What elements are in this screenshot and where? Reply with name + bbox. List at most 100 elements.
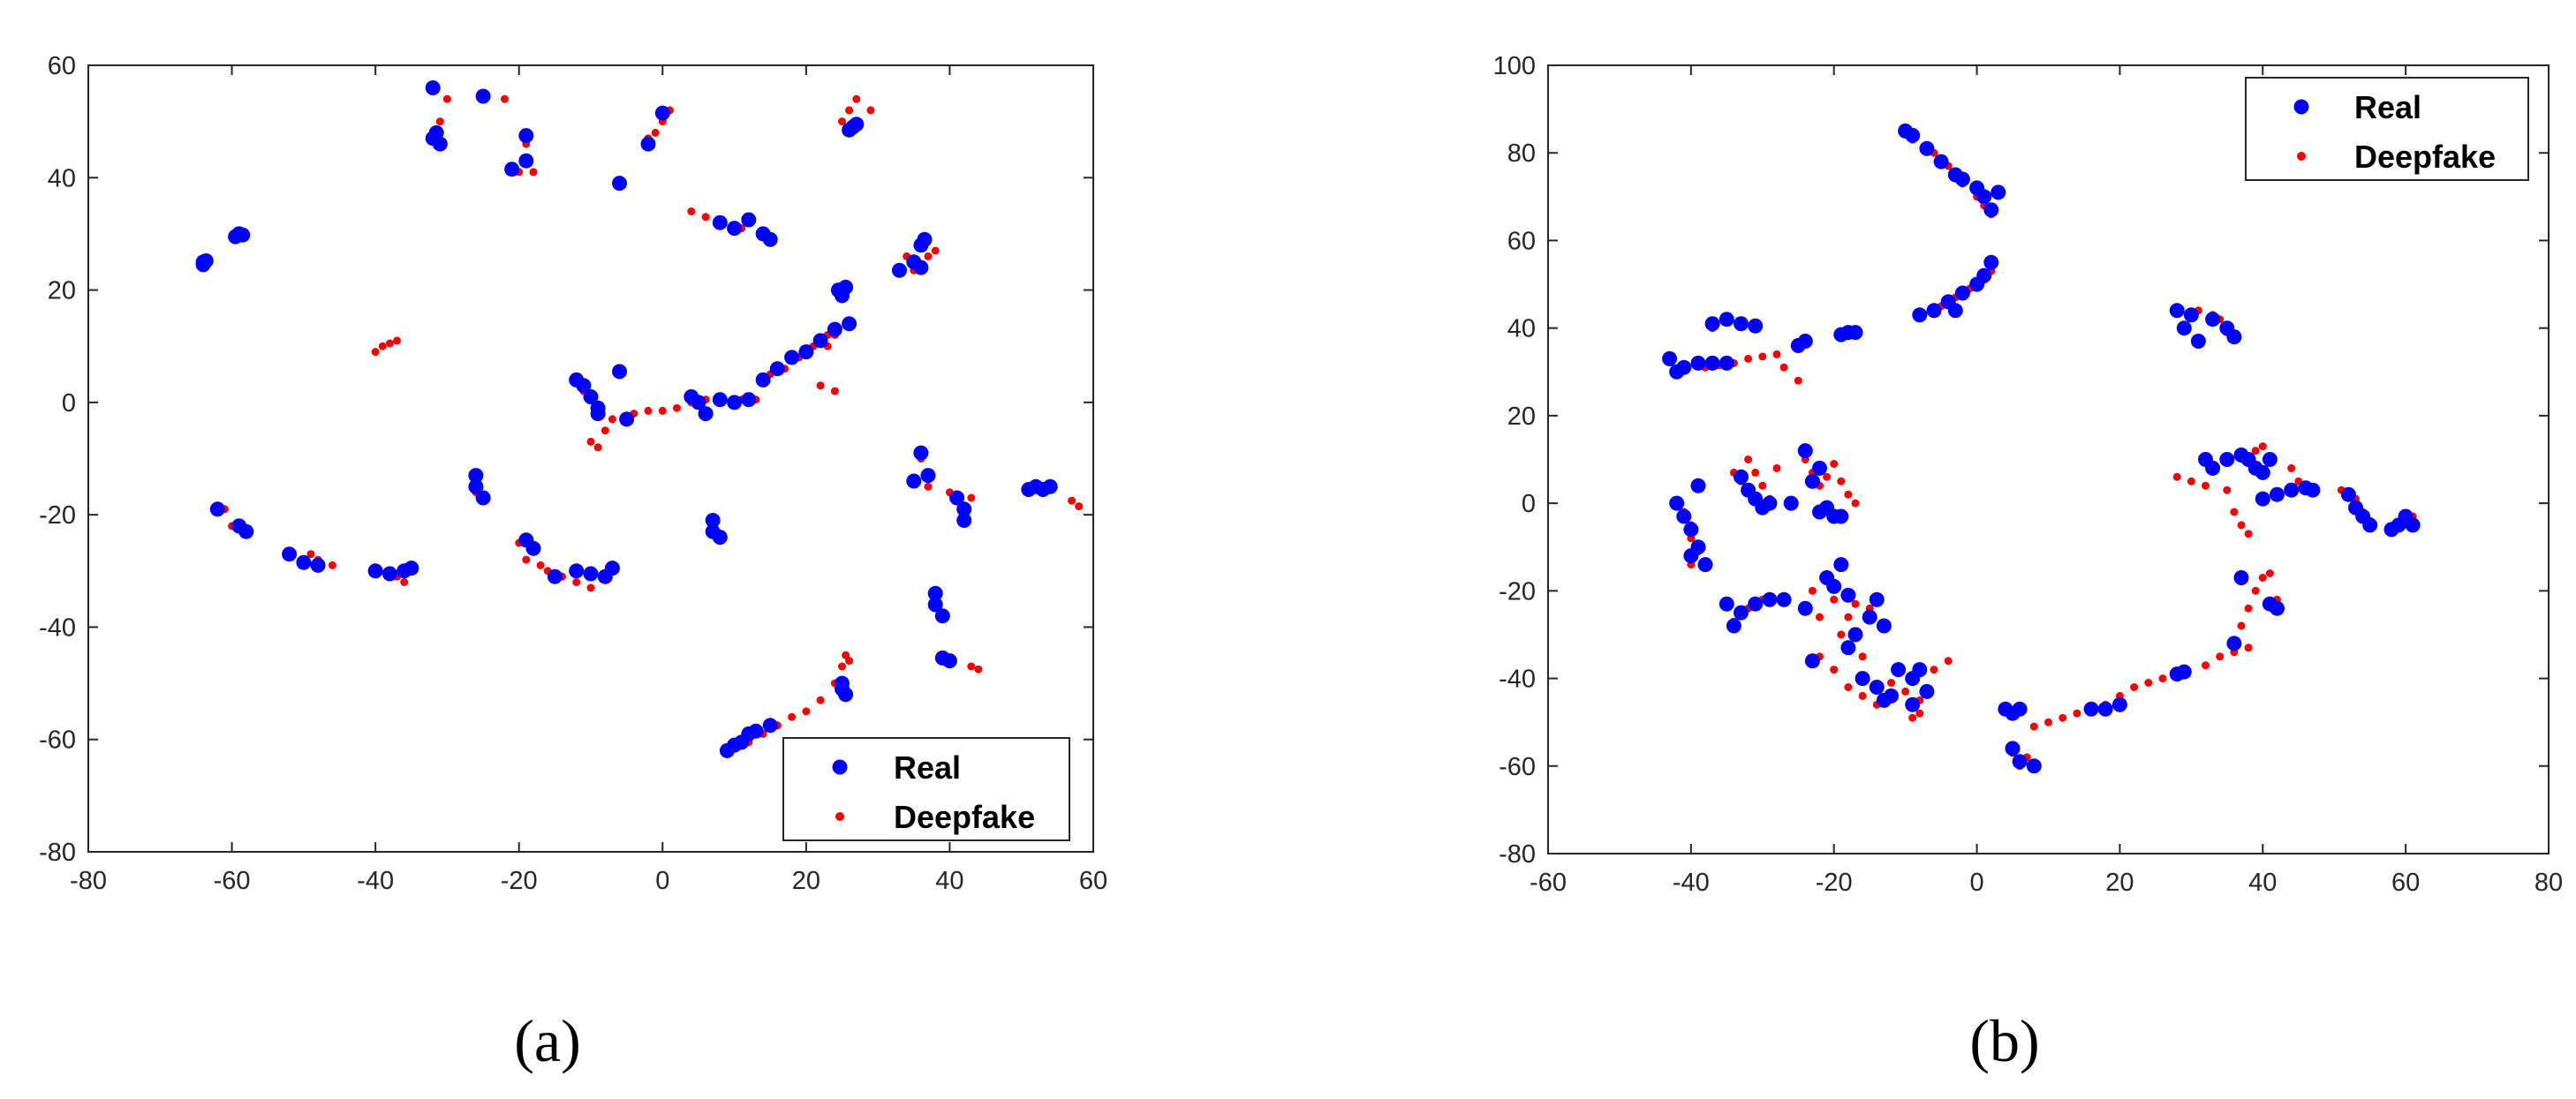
real-point: [1762, 495, 1778, 511]
y-tick-label: 60: [48, 52, 76, 80]
deepfake-point: [1758, 352, 1767, 361]
real-point: [1869, 680, 1885, 695]
real-point: [1669, 495, 1685, 511]
real-point: [1919, 140, 1935, 156]
real-point: [198, 253, 214, 268]
deepfake-point: [371, 348, 380, 357]
real-point: [296, 554, 312, 570]
deepfake-point: [1915, 709, 1924, 718]
x-tick-label: -20: [1816, 869, 1853, 897]
real-point: [576, 378, 592, 394]
real-point: [1812, 460, 1827, 476]
deepfake-point: [1851, 499, 1860, 508]
real-point: [2097, 701, 2113, 717]
deepfake-point: [1858, 652, 1867, 661]
real-point: [2183, 307, 2199, 323]
deepfake-point: [1068, 496, 1076, 505]
real-point: [827, 321, 842, 337]
axes-box-a: [87, 64, 1094, 853]
real-point: [1826, 578, 1842, 594]
y-tick-label: 100: [1493, 52, 1536, 80]
real-point: [2012, 754, 2028, 770]
deepfake-point: [2044, 718, 2052, 726]
x-tick-label: -60: [1530, 869, 1567, 897]
x-tick-label: 60: [1079, 867, 1107, 895]
real-point: [1983, 254, 1999, 270]
deepfake-point: [501, 94, 509, 103]
y-tick-labels-b: -80 -60 -40 -20 0 20 40 60 80 100: [1493, 52, 1536, 869]
deepfake-point: [2251, 447, 2260, 455]
real-point: [1804, 653, 1820, 669]
deepfake-point: [1944, 657, 1953, 666]
real-point: [956, 501, 972, 517]
deepfake-point: [816, 696, 825, 704]
real-point: [1776, 591, 1792, 607]
deepfake-point: [1830, 460, 1839, 468]
deepfake-point: [328, 561, 336, 569]
x-tick-label: 0: [655, 867, 669, 895]
deepfake-point: [1908, 713, 1917, 722]
deepfake-point: [2237, 621, 2246, 630]
deepfake-point: [1844, 613, 1853, 621]
real-point: [892, 262, 907, 278]
deepfake-point: [1751, 468, 1760, 477]
real-point: [2169, 303, 2185, 319]
real-point: [235, 227, 251, 243]
y-tick-label: 0: [62, 389, 76, 418]
deepfake-point: [2172, 472, 2181, 481]
deepfake-point: [1851, 599, 1860, 608]
legend-label-real-b: Real: [2354, 89, 2421, 125]
deepfake-point: [2187, 477, 2195, 486]
real-point: [956, 513, 972, 528]
real-point: [518, 153, 534, 169]
real-point: [1840, 587, 1856, 603]
real-point: [842, 316, 857, 332]
real-point: [1891, 662, 1907, 678]
real-point: [2305, 482, 2321, 498]
legend-marker-real-b: [2293, 99, 2309, 115]
deepfake-point: [442, 94, 451, 103]
x-tick-label: 80: [2534, 869, 2563, 897]
deepfake-point: [1794, 376, 1802, 385]
tick-marks-b: [1547, 64, 2550, 854]
real-point: [640, 136, 656, 152]
real-point: [741, 392, 757, 408]
x-tick-label: -80: [70, 867, 107, 895]
x-tick-label: 40: [2248, 869, 2277, 897]
real-point: [691, 395, 706, 410]
legend-box-a: [782, 737, 1070, 841]
real-point: [209, 501, 225, 517]
deepfake-point: [2251, 586, 2260, 595]
real-point: [475, 88, 491, 104]
deepfake-point: [852, 94, 861, 103]
y-tick-label: -80: [1499, 840, 1536, 869]
deepfake-point: [2258, 442, 2267, 451]
deepfake-point: [788, 712, 797, 721]
real-point: [583, 389, 599, 404]
real-point: [2219, 452, 2235, 467]
deepfake-point: [435, 117, 444, 126]
y-tick-label: 40: [1507, 315, 1536, 343]
y-tick-label: -80: [39, 839, 76, 867]
deepfake-point: [601, 426, 609, 435]
deepfake-point: [1772, 463, 1781, 472]
deepfake-point: [1772, 350, 1781, 358]
deepfake-point: [931, 246, 940, 255]
deepfake-point: [924, 252, 933, 260]
deepfake-point: [2073, 709, 2081, 718]
real-point: [1734, 316, 1749, 332]
deepfake-point: [1758, 481, 1767, 490]
deepfake-point: [2202, 481, 2210, 490]
real-point: [1719, 596, 1734, 612]
legend-label-deepfake-b: Deepfake: [2354, 139, 2496, 175]
deepfake-point: [1823, 472, 1832, 481]
deepfake-point: [393, 336, 401, 345]
scatter-panel-a: -80 -60 -40 -20 0 20 40 60 -80-60-40-200204060 …: [39, 52, 1107, 1074]
real-point: [1884, 688, 1899, 704]
deepfake-point: [1744, 455, 1753, 463]
y-tick-label: 0: [1522, 490, 1536, 518]
deepfake-point: [2265, 569, 2274, 577]
real-point: [1847, 627, 1863, 643]
deepfake-point: [924, 482, 933, 491]
